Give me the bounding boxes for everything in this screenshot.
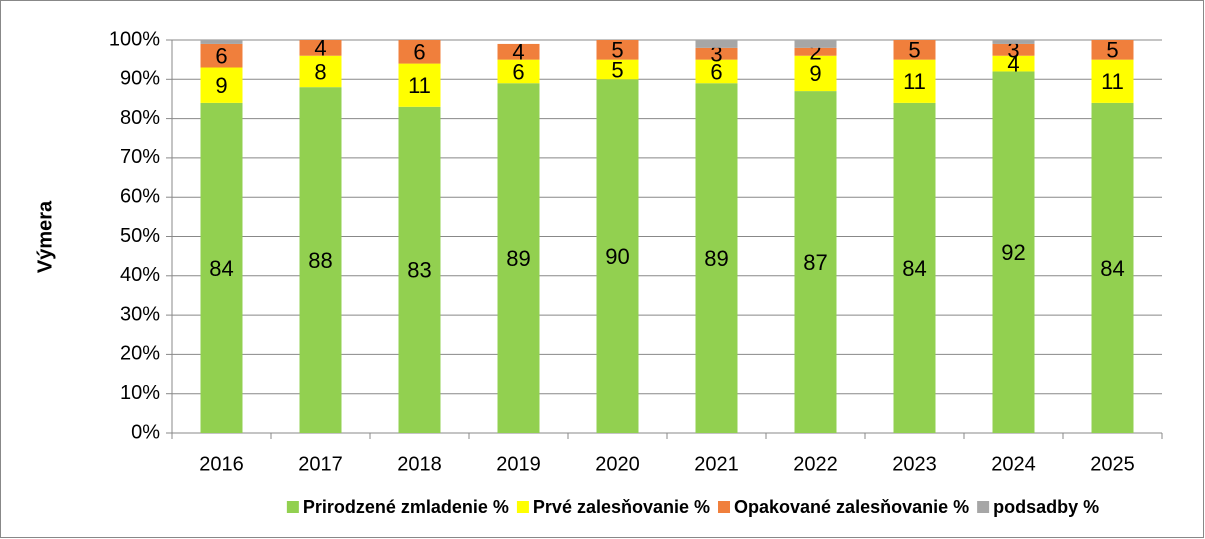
data-label: 6 (215, 44, 227, 69)
bar-segment (893, 59, 936, 103)
data-label: 87 (803, 250, 827, 275)
bar-segment (695, 83, 738, 433)
bar-segment (398, 63, 441, 107)
data-label: 9 (809, 61, 821, 86)
bar-segment (794, 91, 837, 433)
legend-swatch (718, 501, 731, 513)
bar-segment (992, 43, 1035, 56)
x-tick-label: 2016 (199, 453, 244, 475)
data-label: 5 (908, 38, 920, 63)
bar-segment (794, 40, 837, 48)
data-label: 84 (209, 256, 233, 281)
data-label: 89 (704, 246, 728, 271)
data-label: 89 (506, 246, 530, 271)
bar-segment (200, 67, 243, 103)
bar-segment (299, 55, 342, 88)
data-label: 6 (710, 59, 722, 84)
x-tick-label: 2025 (1090, 453, 1135, 475)
bar-segment (1091, 40, 1134, 60)
bar-segment (200, 40, 243, 44)
data-label: 5 (611, 57, 623, 82)
legend-label: Prirodzené zmladenie % (303, 497, 509, 517)
y-tick-label: 80% (120, 107, 160, 129)
data-label: 11 (1101, 69, 1124, 94)
bar-segment (992, 40, 1035, 44)
y-tick-label: 10% (120, 382, 160, 404)
bar-segment (1091, 59, 1134, 103)
x-tick-label: 2019 (496, 453, 541, 475)
data-label: 88 (308, 248, 332, 273)
x-tick-label: 2023 (892, 453, 937, 475)
bar-segment (398, 106, 441, 433)
bar-segment (695, 47, 738, 60)
legend-swatch (977, 501, 990, 513)
data-label: 6 (512, 59, 524, 84)
y-tick-label: 0% (131, 421, 160, 443)
bar-segment (497, 59, 540, 84)
bar-segment (497, 43, 540, 60)
legend-swatch (286, 501, 299, 513)
data-label: 84 (1100, 256, 1124, 281)
bar-segment (893, 40, 936, 60)
bar-segment (992, 71, 1035, 433)
bar-segment (695, 59, 738, 84)
bar-segment (992, 55, 1035, 72)
data-label: 83 (407, 258, 431, 283)
x-tick-label: 2020 (595, 453, 640, 475)
bar-segment (596, 59, 639, 80)
bar-segment (893, 102, 936, 433)
x-tick-label: 2017 (298, 453, 343, 475)
bar-segment (299, 40, 342, 56)
data-label: 11 (408, 73, 431, 98)
legend-label: podsadby % (993, 497, 1099, 517)
y-tick-label: 70% (120, 146, 160, 168)
data-label: 4 (512, 40, 524, 65)
y-tick-label: 50% (120, 225, 160, 247)
bar-segment (1091, 102, 1134, 433)
bar-segment (497, 83, 540, 433)
bar-segment (299, 87, 342, 433)
bar-segment (398, 40, 441, 64)
data-label: 4 (314, 36, 326, 61)
legend-label: Prvé zalesňovanie % (533, 497, 710, 517)
x-tick-label: 2018 (397, 453, 442, 475)
y-tick-label: 30% (120, 303, 160, 325)
bar-segment (794, 55, 837, 92)
y-tick-label: 90% (120, 68, 160, 90)
y-tick-label: 40% (120, 264, 160, 286)
y-tick-label: 20% (120, 343, 160, 365)
y-tick-label: 100% (109, 28, 160, 50)
data-label: 84 (902, 256, 926, 281)
y-axis-title: Výmera (34, 200, 56, 273)
x-tick-label: 2024 (991, 453, 1036, 475)
bar-segment (695, 40, 738, 48)
legend-label: Opakované zalesňovanie % (734, 497, 969, 517)
x-tick-label: 2021 (694, 453, 739, 475)
legend-swatch (516, 501, 529, 513)
bar-segment (596, 40, 639, 60)
bar-segment (200, 102, 243, 433)
data-label: 5 (1106, 38, 1118, 63)
bar-segment (200, 43, 243, 68)
data-label: 6 (413, 40, 425, 65)
data-label: 4 (1007, 51, 1019, 76)
bar-segment (596, 79, 639, 434)
data-label: 92 (1001, 240, 1025, 265)
data-label: 9 (215, 73, 227, 98)
y-tick-label: 60% (120, 185, 160, 207)
data-label: 11 (903, 69, 926, 94)
x-tick-label: 2022 (793, 453, 838, 475)
bar-segment (794, 47, 837, 56)
data-label: 90 (605, 244, 629, 269)
data-label: 5 (611, 38, 623, 63)
data-label: 8 (314, 59, 326, 84)
